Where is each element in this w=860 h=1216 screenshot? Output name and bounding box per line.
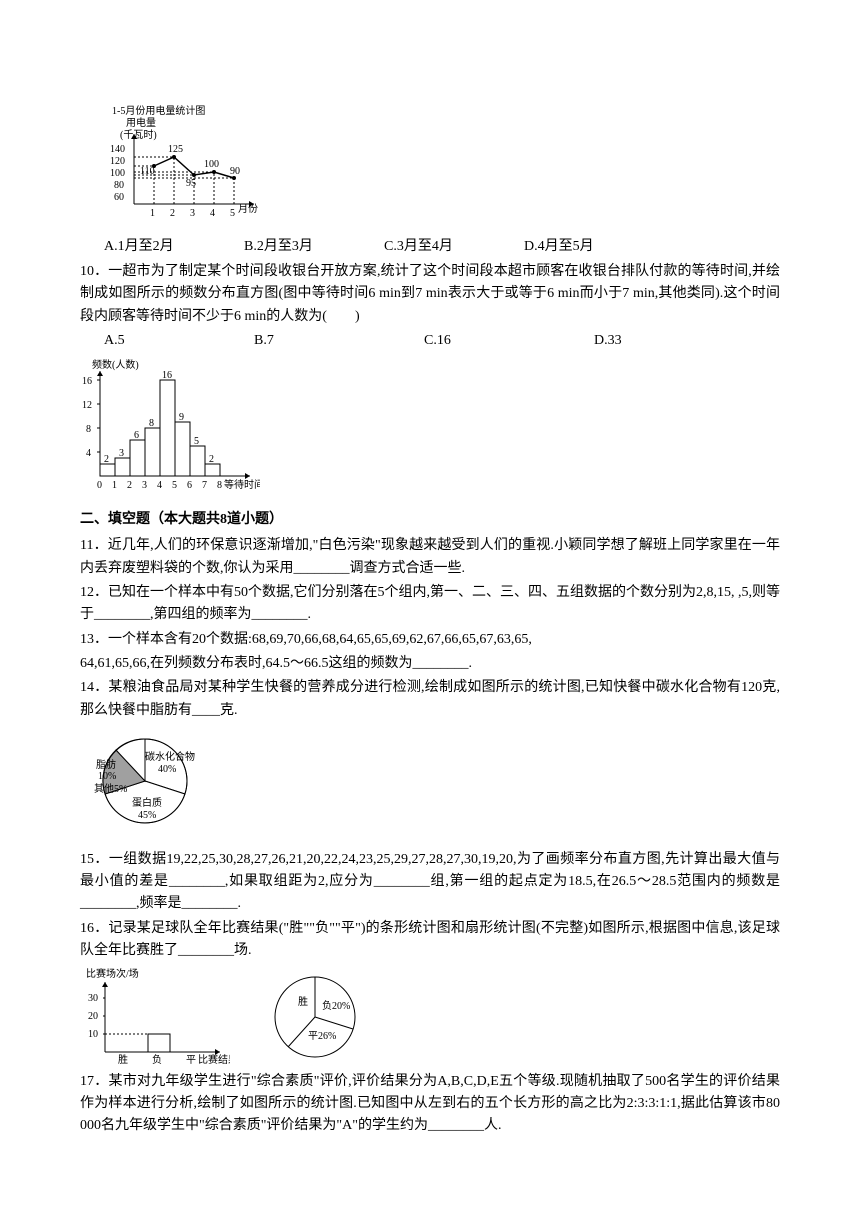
svg-text:平: 平 <box>186 1055 196 1066</box>
svg-text:3: 3 <box>190 208 195 219</box>
svg-text:3: 3 <box>119 448 124 459</box>
svg-text:8: 8 <box>217 480 222 491</box>
svg-text:20: 20 <box>88 1011 98 1022</box>
svg-text:2: 2 <box>104 454 109 465</box>
svg-text:0: 0 <box>97 480 102 491</box>
svg-text:125: 125 <box>168 144 183 155</box>
svg-text:95: 95 <box>186 178 196 189</box>
svg-text:5: 5 <box>230 208 235 219</box>
q10-opt-d: D.33 <box>594 330 622 352</box>
q12: 12．已知在一个样本中有50个数据,它们分别落在5个组内,第一、二、三、四、五组… <box>80 582 780 627</box>
svg-text:4: 4 <box>157 480 162 491</box>
q16: 16．记录某足球队全年比赛结果("胜""负""平")的条形统计图和扇形统计图(不… <box>80 918 780 963</box>
hist-ylabel: 频数(人数) <box>92 358 139 371</box>
svg-text:蛋白质: 蛋白质 <box>132 796 162 809</box>
histogram-wait-time: 频数(人数) 4 8 12 16 2 3 6 8 16 9 5 2 0 1 2 … <box>80 356 780 504</box>
svg-text:10%: 10% <box>98 771 116 782</box>
q9-opt-c: C.3月至4月 <box>384 236 524 258</box>
q16-charts: 比赛场次/场 10 20 30 胜 负 平 比赛结果 胜 负20% 平26% <box>80 967 780 1067</box>
q10-opt-c: C.16 <box>424 330 594 352</box>
q10-opt-a: A.5 <box>104 330 254 352</box>
svg-text:40%: 40% <box>158 764 176 775</box>
svg-text:4: 4 <box>210 208 215 219</box>
q9-opt-d: D.4月至5月 <box>524 236 664 258</box>
q17: 17．某市对九年级学生进行"综合素质"评价,评价结果分为A,B,C,D,E五个等… <box>80 1071 780 1138</box>
svg-text:30: 30 <box>88 993 98 1004</box>
svg-text:8: 8 <box>86 424 91 435</box>
svg-text:2: 2 <box>209 454 214 465</box>
chart1-ylabel2: (千瓦时) <box>120 129 157 141</box>
svg-text:3: 3 <box>142 480 147 491</box>
svg-text:5: 5 <box>172 480 177 491</box>
q13: 13．一个样本含有20个数据:68,69,70,66,68,64,65,65,6… <box>80 629 780 651</box>
svg-text:6: 6 <box>187 480 192 491</box>
svg-text:7: 7 <box>202 480 207 491</box>
q9-opt-b: B.2月至3月 <box>244 236 384 258</box>
chart1-ylabel1: 用电量 <box>126 116 156 129</box>
line-chart-electricity: 1-5月份用电量统计图 用电量 (千瓦时) 60 80 100 120 140 … <box>80 104 780 232</box>
q10-options: A.5 B.7 C.16 D.33 <box>80 330 780 352</box>
svg-text:16: 16 <box>82 376 92 387</box>
svg-text:110: 110 <box>140 166 155 177</box>
svg-text:4: 4 <box>86 448 91 459</box>
svg-text:负: 负 <box>152 1053 162 1066</box>
q10-text: 10．一超市为了制定某个时间段收银台开放方案,统计了这个时间段本超市顾客在收银台… <box>80 261 780 328</box>
svg-text:80: 80 <box>114 180 124 191</box>
svg-text:45%: 45% <box>138 810 156 821</box>
hist-xlabel: 等待时间/min <box>224 478 260 491</box>
svg-text:16: 16 <box>162 370 172 381</box>
bar16-xlabel: 比赛结果 <box>198 1053 230 1066</box>
svg-text:2: 2 <box>170 208 175 219</box>
q9-options: A.1月至2月 B.2月至3月 C.3月至4月 D.4月至5月 <box>80 236 780 258</box>
svg-text:100: 100 <box>204 159 219 170</box>
q10-opt-b: B.7 <box>254 330 424 352</box>
svg-text:10: 10 <box>88 1029 98 1040</box>
svg-text:100: 100 <box>110 168 125 179</box>
svg-text:6: 6 <box>134 430 139 441</box>
svg-text:胜: 胜 <box>298 996 308 1008</box>
bar16-ylabel: 比赛场次/场 <box>86 967 139 980</box>
svg-text:2: 2 <box>127 480 132 491</box>
q13b: 64,61,65,66,在列频数分布表时,64.5～66.5这组的频数为____… <box>80 653 780 675</box>
svg-text:碳水化合物: 碳水化合物 <box>145 750 195 763</box>
svg-text:60: 60 <box>114 192 124 203</box>
q14: 14．某粮油食品局对某种学生快餐的营养成分进行检测,绘制成如图所示的统计图,已知… <box>80 677 780 722</box>
pie-chart-matches: 胜 负20% 平26% <box>260 967 370 1067</box>
svg-text:9: 9 <box>179 412 184 423</box>
bar-chart-matches: 比赛场次/场 10 20 30 胜 负 平 比赛结果 <box>80 967 230 1067</box>
q11: 11．近几年,人们的环保意识逐渐增加,"白色污染"现象越来越受到人们的重视.小颖… <box>80 535 780 580</box>
pie-chart-nutrition: 碳水化合物 40% 蛋白质 45% 脂肪 10% 其他5% <box>80 726 780 844</box>
svg-text:90: 90 <box>230 166 240 177</box>
chart1-xlabel: 月份 <box>238 203 258 215</box>
svg-text:8: 8 <box>149 418 154 429</box>
q9-opt-a: A.1月至2月 <box>104 236 244 258</box>
svg-text:胜: 胜 <box>118 1054 128 1066</box>
svg-text:12: 12 <box>82 400 92 411</box>
svg-text:1: 1 <box>150 208 155 219</box>
svg-text:负20%: 负20% <box>322 999 350 1012</box>
q15: 15．一组数据19,22,25,30,28,27,26,21,20,22,24,… <box>80 849 780 916</box>
svg-text:平26%: 平26% <box>308 1031 336 1042</box>
svg-text:120: 120 <box>110 156 125 167</box>
svg-text:1: 1 <box>112 480 117 491</box>
svg-text:140: 140 <box>110 144 125 155</box>
svg-text:5: 5 <box>194 436 199 447</box>
svg-text:其他5%: 其他5% <box>94 782 127 795</box>
chart1-title: 1-5月份用电量统计图 <box>112 104 205 117</box>
section2-title: 二、填空题（本大题共8道小题） <box>80 509 780 531</box>
